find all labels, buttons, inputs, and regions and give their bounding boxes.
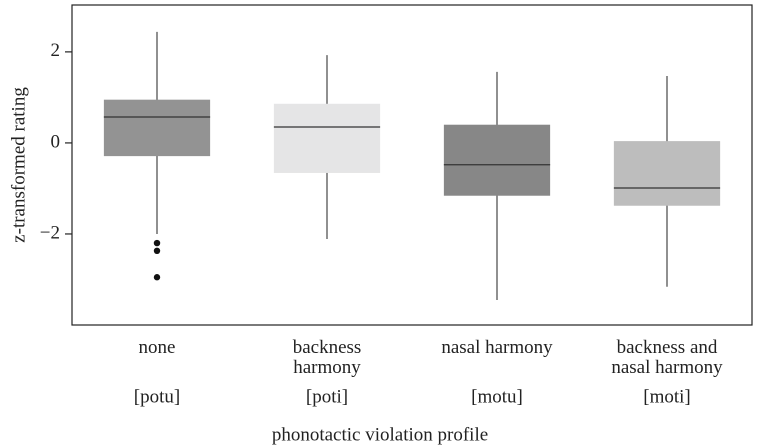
- y-axis-label: z-transformed rating: [8, 87, 29, 243]
- x-sublabel: [potu]: [134, 386, 180, 407]
- box: [273, 103, 381, 173]
- x-tick-label: backness harmony: [293, 337, 362, 378]
- x-tick-label-line: backness and: [617, 337, 718, 358]
- y-tick-label: −2: [40, 222, 60, 243]
- plot-frame: [71, 4, 753, 326]
- box: [613, 141, 721, 206]
- box: [103, 99, 211, 157]
- x-tick-label-line: harmony: [293, 357, 361, 378]
- x-sublabel: [motu]: [471, 386, 523, 407]
- y-tick-label: 0: [51, 131, 61, 152]
- x-sublabel: [moti]: [643, 386, 691, 407]
- x-axis-label: phonotactic violation profile: [272, 424, 488, 445]
- x-tick-label: nasal harmony: [441, 337, 553, 358]
- y-tick-label: 2: [51, 40, 61, 61]
- x-tick-label-line: backness: [293, 337, 362, 358]
- x-sublabel: [poti]: [306, 386, 348, 407]
- x-tick-label: none: [139, 337, 176, 358]
- x-tick-label-line: nasal harmony: [441, 337, 553, 358]
- outlier: [153, 239, 161, 247]
- outlier: [153, 274, 161, 281]
- x-tick-label-line: nasal harmony: [611, 357, 723, 378]
- box: [443, 124, 551, 196]
- outlier: [153, 247, 161, 255]
- x-tick-label-line: none: [139, 337, 176, 358]
- x-tick-label: backness and nasal harmony: [611, 337, 723, 378]
